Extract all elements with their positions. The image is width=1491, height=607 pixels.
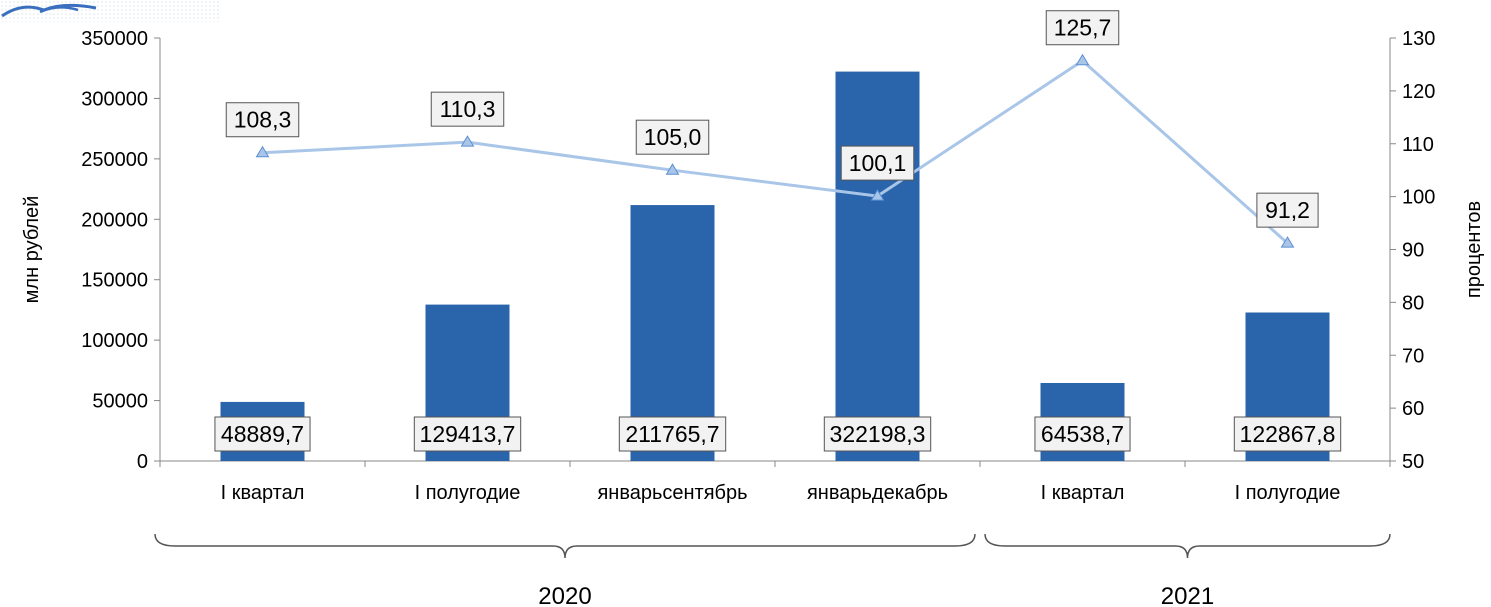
y-tick-label-left: 300000 (81, 88, 148, 110)
bar-data-label: 211765,7 (625, 421, 719, 447)
y-tick-label-left: 200000 (81, 209, 148, 231)
group-label: 2021 (1161, 583, 1214, 607)
bar-data-label: 64538,7 (1041, 421, 1124, 447)
x-tick-label: I квартал (1041, 482, 1125, 504)
bar (835, 71, 920, 461)
y-tick-label-right: 70 (1402, 345, 1424, 367)
bar-data-label-box (214, 416, 311, 452)
bar-data-label-box (618, 416, 727, 452)
bar-data-label-box (823, 416, 932, 452)
line-data-label: 91,2 (1265, 197, 1310, 223)
line-point (460, 135, 475, 147)
line-series (262, 58, 1289, 245)
line-data-label-box (635, 119, 710, 155)
x-tick-label: январьсентябрь (597, 482, 747, 504)
line-point (255, 145, 270, 158)
line-data-label: 105,0 (644, 124, 702, 150)
y-tick-label-left: 350000 (81, 28, 148, 50)
line-point (1075, 53, 1090, 66)
y-tick-label-right: 100 (1402, 187, 1435, 209)
y-tick-label-left: 150000 (81, 270, 148, 292)
y-tick-label-right: 110 (1402, 134, 1434, 156)
line-data-label-box (225, 102, 300, 138)
line-data-label: 110,3 (440, 96, 496, 122)
y-tick-label-right: 120 (1402, 81, 1435, 103)
line-data-label-box (1045, 10, 1120, 46)
plot-area: 0 50000 100000 150000 200000 250000 300000 3500… (21, 10, 1485, 607)
line-data-label: 125,7 (1054, 15, 1112, 41)
bar-data-label-box (1034, 416, 1131, 452)
y-axis-title-right: процентов (1463, 201, 1485, 298)
y-tick-label-right: 60 (1402, 398, 1424, 420)
group-label-brace (984, 533, 1391, 559)
bar-data-label: 122867,8 (1240, 421, 1336, 447)
line-point (1280, 236, 1295, 248)
y-tick-label-right: 50 (1402, 451, 1424, 473)
line-data-label-box (840, 145, 915, 181)
y-tick-label-left: 0 (137, 451, 148, 473)
y-tick-label-left: 100000 (81, 330, 148, 352)
group-label: 2020 (538, 583, 591, 607)
bar-data-label: 322198,3 (830, 421, 926, 447)
line-data-label: 108,3 (234, 107, 292, 133)
y-tick-label-right: 130 (1402, 28, 1435, 50)
y-tick-label-left: 50000 (92, 391, 148, 413)
bar-data-label: 48889,7 (221, 421, 304, 447)
line-data-label-box (1256, 192, 1319, 228)
x-tick-label: I полугодие (415, 482, 521, 504)
x-tick-label: I квартал (221, 482, 305, 504)
group-label-brace (154, 533, 976, 559)
x-tick-label: январьдекабрь (807, 482, 948, 504)
logo-fragment (0, 0, 220, 22)
y-tick-label-right: 80 (1402, 292, 1424, 314)
y-tick-label-right: 90 (1402, 240, 1424, 262)
x-tick-label: I полугодие (1235, 482, 1341, 504)
bar-data-label-box (413, 416, 522, 452)
bar-data-label-box (1233, 416, 1342, 452)
line-point (665, 163, 680, 175)
y-axis-title-left: млн рублей (21, 196, 43, 304)
line-data-label: 100,1 (849, 150, 907, 176)
bar-data-label: 129413,7 (420, 421, 516, 447)
line-point (870, 189, 885, 201)
line-data-label-box (430, 91, 505, 127)
y-tick-label-left: 250000 (81, 149, 148, 171)
